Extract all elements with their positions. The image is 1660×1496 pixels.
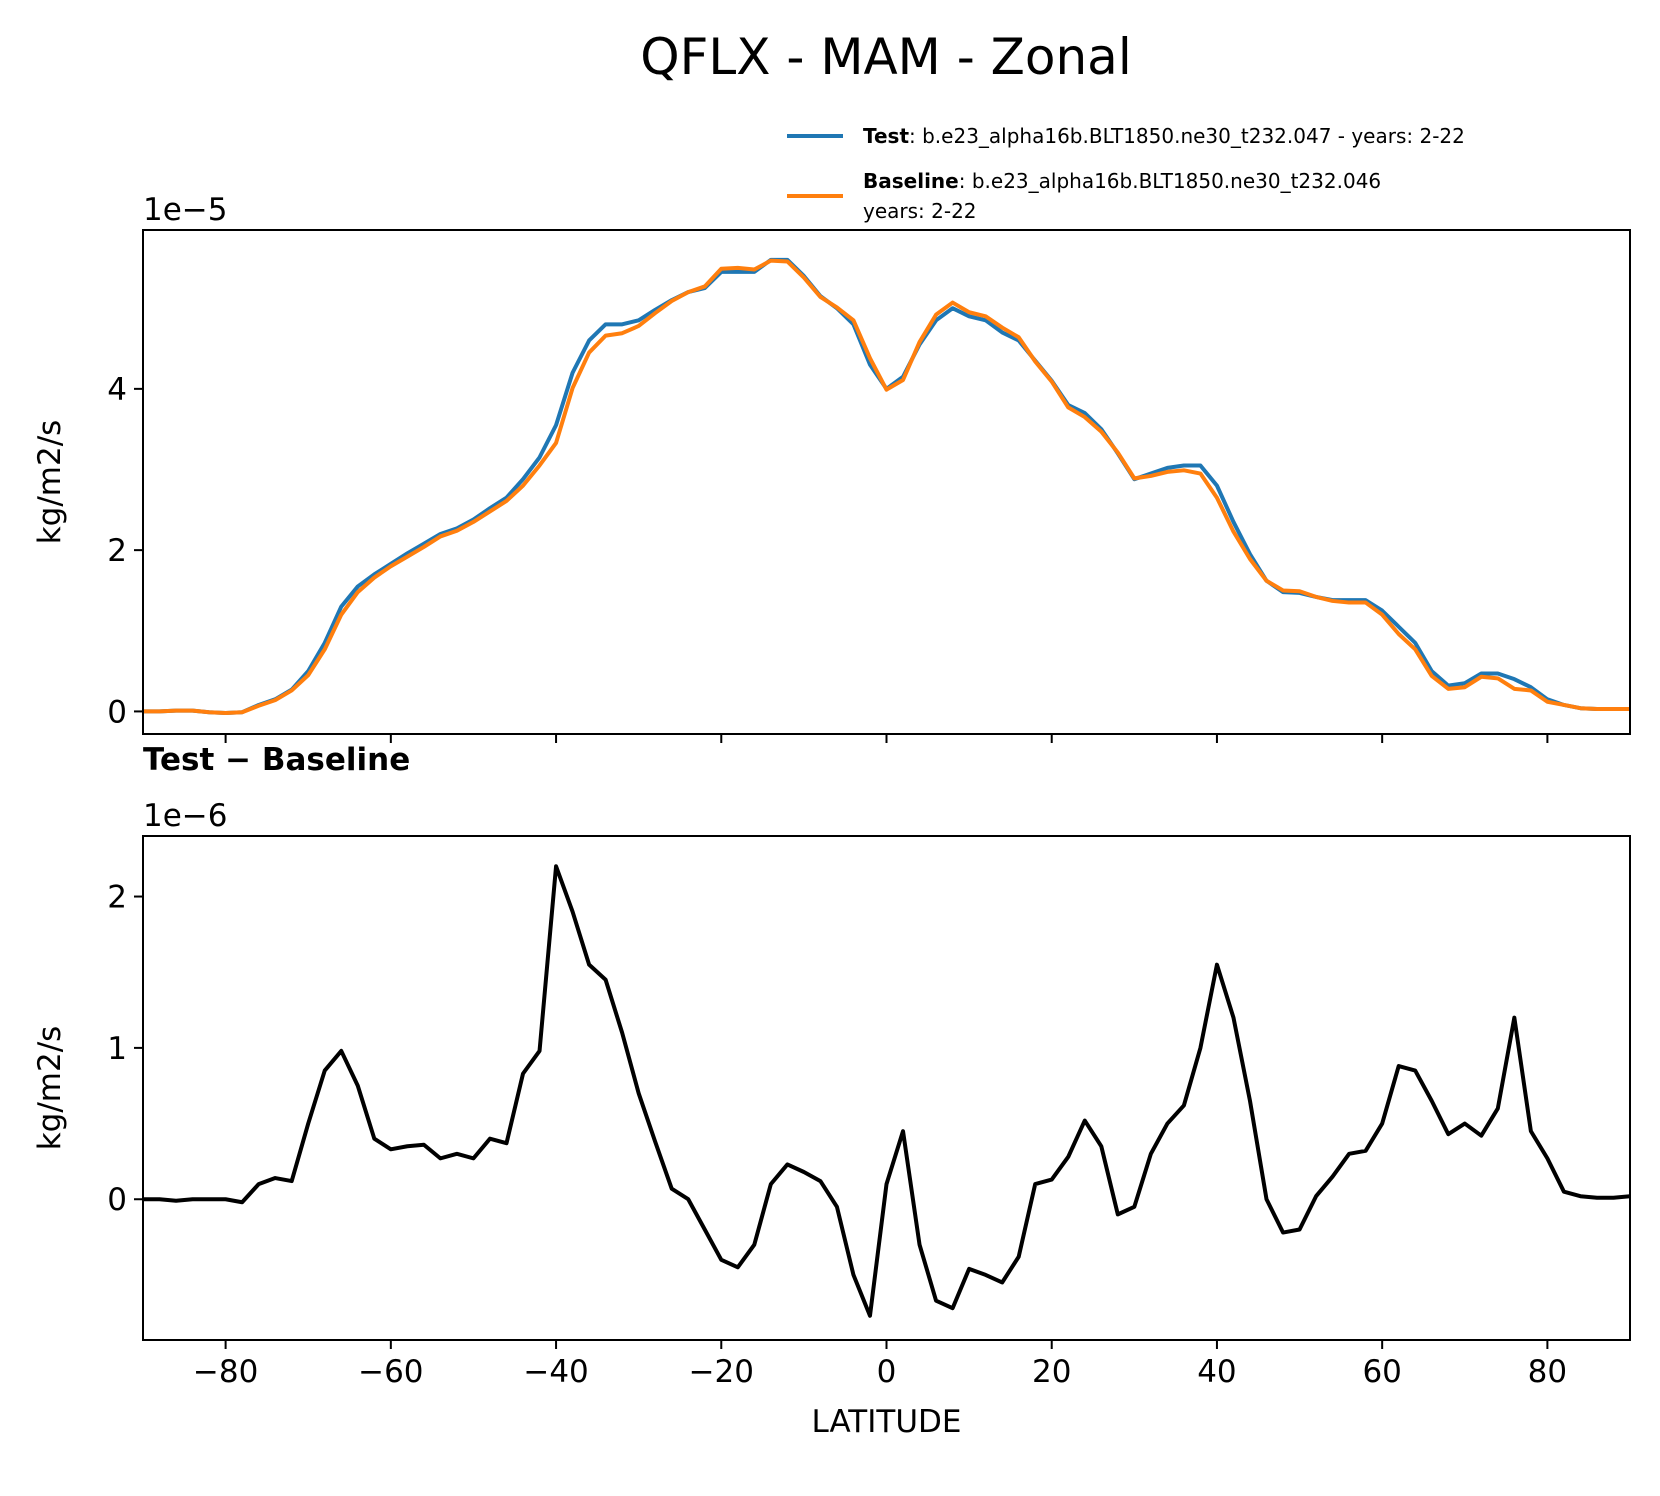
subplot: 0 1 2 −80 −60 −40 −20 0 20 40 60 80 1e−6 kg/m2/s LATIT…: [32, 742, 1631, 1440]
y-tick-label: 0: [107, 1182, 127, 1218]
x-tick-label: −60: [358, 1354, 423, 1390]
y-tick-label: 0: [107, 694, 127, 730]
x-tick-label: 80: [1528, 1354, 1567, 1390]
subplot-title: Test − Baseline: [143, 742, 410, 778]
x-tick-label: 0: [877, 1354, 897, 1390]
legend-entry: Test: b.e23_alpha16b.BLT1850.ne30_t232.0…: [863, 124, 1465, 148]
legend-name: Baseline: [863, 169, 959, 193]
offset-label: 1e−5: [143, 192, 228, 228]
legend: Test: b.e23_alpha16b.BLT1850.ne30_t232.0…: [787, 124, 1465, 223]
x-tick-label: −40: [523, 1354, 588, 1390]
y-tick-label: 2: [107, 533, 127, 569]
legend-description: : b.e23_alpha16b.BLT1850.ne30_t232.047 -…: [909, 124, 1465, 148]
x-tick-label: 60: [1362, 1354, 1401, 1390]
y-axis-label: kg/m2/s: [32, 1026, 68, 1151]
legend-description: : b.e23_alpha16b.BLT1850.ne30_t232.046: [959, 169, 1381, 193]
x-tick-label: −80: [193, 1354, 258, 1390]
y-tick-label: 1: [107, 1031, 127, 1067]
legend-description: years: 2-22: [863, 199, 977, 223]
offset-label: 1e−6: [143, 798, 228, 834]
y-tick-label: 4: [107, 372, 127, 408]
data-line: [143, 864, 1630, 1318]
data-line: [143, 258, 1630, 716]
y-axis-label: kg/m2/s: [32, 420, 68, 545]
figure-title: QFLX - MAM - Zonal: [640, 28, 1131, 86]
x-axis-label: LATITUDE: [812, 1404, 962, 1440]
x-tick-label: −20: [689, 1354, 754, 1390]
legend-entry: Baseline: b.e23_alpha16b.BLT1850.ne30_t2…: [863, 169, 1381, 193]
x-tick-label: 20: [1032, 1354, 1071, 1390]
y-tick-label: 2: [107, 880, 127, 916]
x-tick-label: 40: [1197, 1354, 1236, 1390]
legend-name: Test: [863, 124, 909, 148]
